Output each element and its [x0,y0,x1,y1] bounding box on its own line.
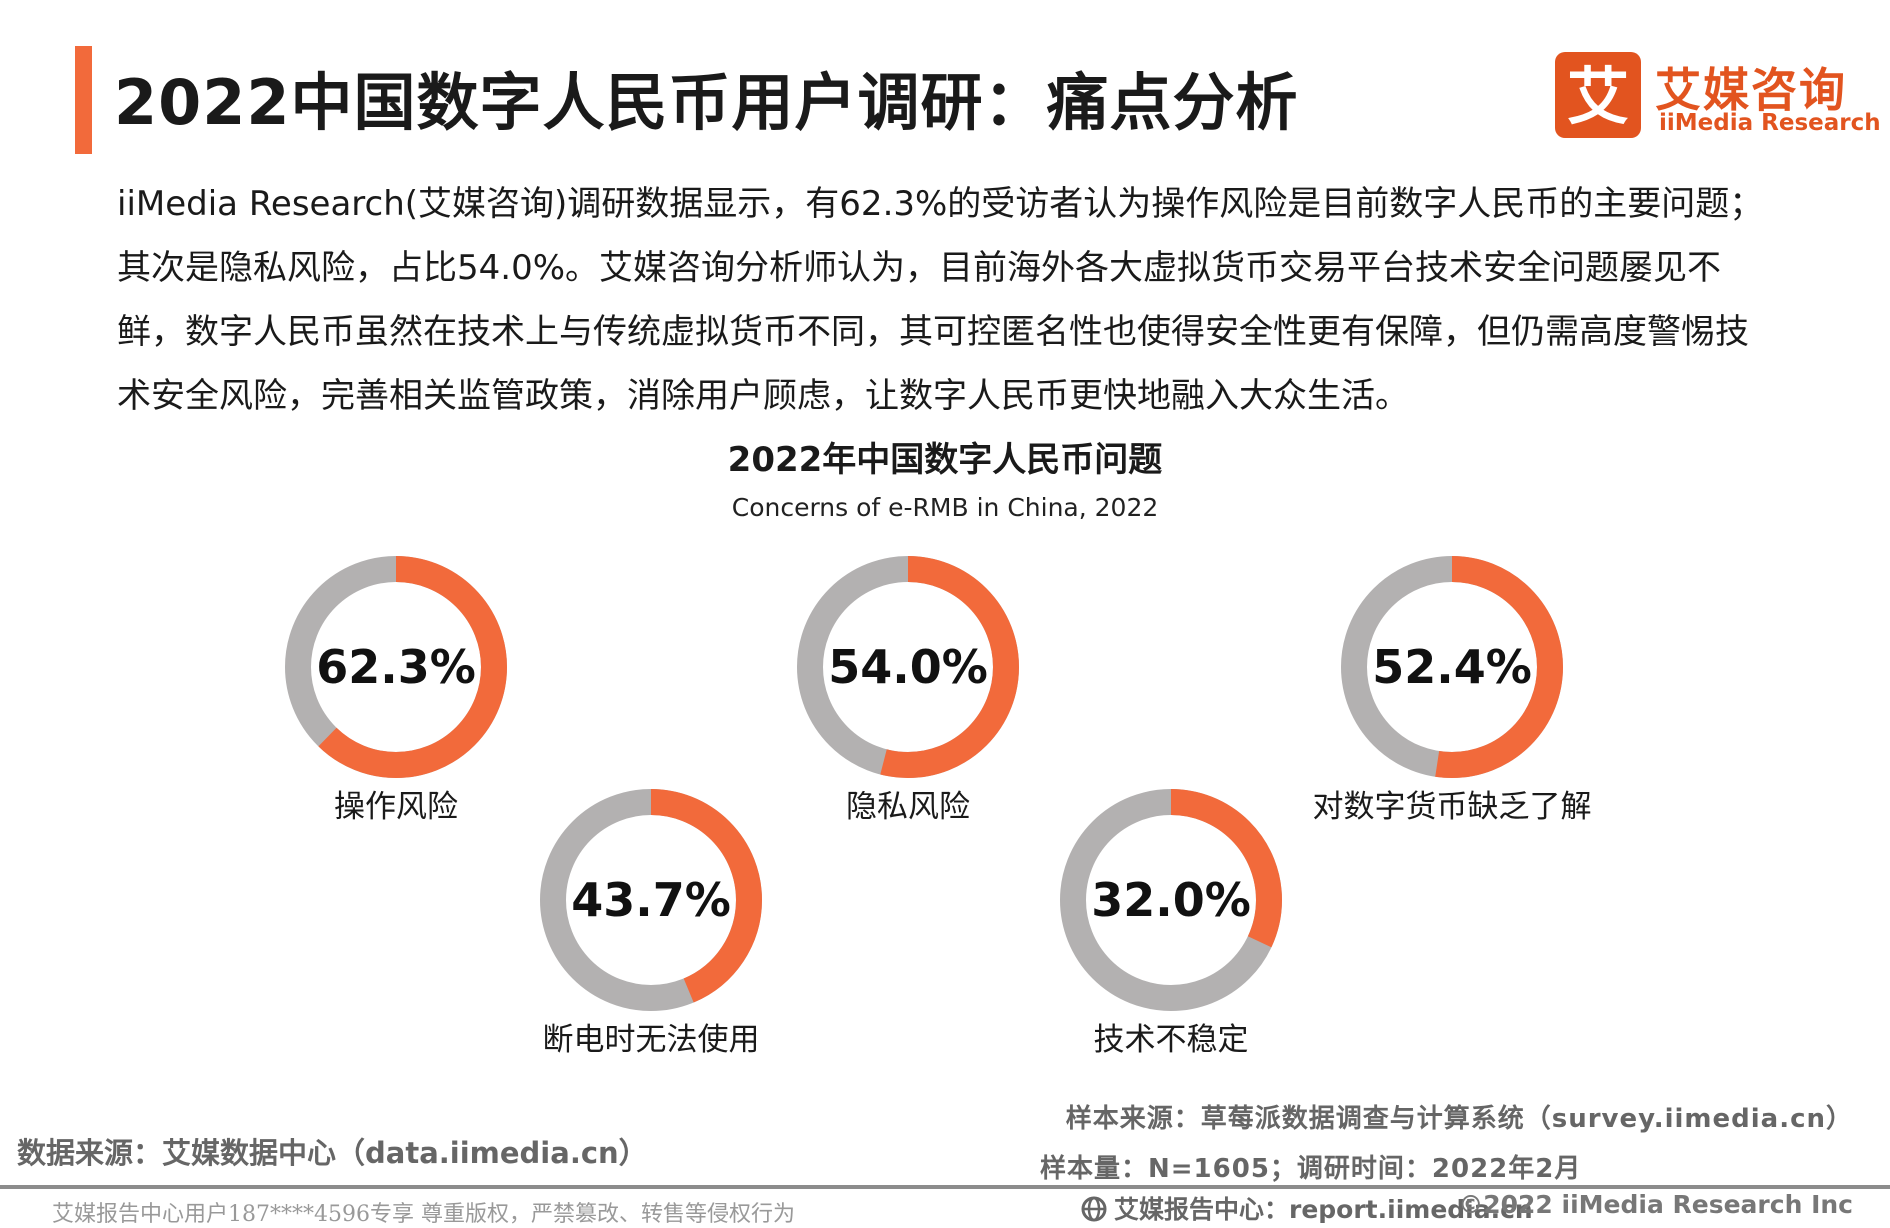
title-accent-bar [75,46,92,154]
donut-category-label: 断电时无法使用 [543,1022,760,1058]
footer-divider [0,1185,1890,1189]
logo-name-cn: 艾媒咨询 [1655,63,1847,117]
footer-report-center: 艾媒报告中心：report.iimedia.cn [1080,1190,1533,1226]
donut-5: 32.0% 技术不稳定 [1060,789,1282,1058]
donut-2: 54.0% 隐私风险 [797,556,1019,825]
footer-report-center-text: 艾媒报告中心：report.iimedia.cn [1114,1195,1533,1224]
donut-value-label: 54.0% [828,640,988,694]
logo-mark-icon: 艾 [1555,52,1641,138]
footer-copyright-notice: 艾媒报告中心用户187****4596专享 尊重版权，严禁篡改、转售等侵权行为 [52,1202,795,1227]
donut-category-label: 操作风险 [334,789,458,825]
sample-source: 样本来源：草莓派数据调查与计算系统（survey.iimedia.cn） [1065,1104,1853,1134]
donut-1: 62.3% 操作风险 [285,556,507,825]
donut-category-label: 技术不稳定 [1094,1022,1249,1058]
logo-glyph: 艾 [1567,60,1629,133]
donut-value-arc [797,556,1019,778]
donut-value-arc [540,789,762,1011]
donut-value-arc [1060,789,1282,1011]
page-title: 2022中国数字人民币用户调研：痛点分析 [114,66,1299,139]
donut-value-arc [1341,556,1563,778]
donut-value-label: 32.0% [1091,873,1251,927]
donut-value-label: 43.7% [571,873,731,927]
summary-paragraph: iiMedia Research(艾媒咨询)调研数据显示，有62.3%的受访者认… [117,184,1764,416]
iimedia-logo: 艾 艾媒咨询 iiMedia Research [1555,52,1881,142]
chart-subtitle: Concerns of e-RMB in China, 2022 [731,493,1159,522]
chart-title: 2022年中国数字人民币问题 [727,440,1163,480]
donut-category-label: 隐私风险 [846,789,970,825]
donut-value-arc [285,556,507,778]
donut-value-label: 62.3% [316,640,476,694]
sample-size: 样本量：N=1605；调研时间：2022年2月 [1040,1154,1582,1184]
donut-value-label: 52.4% [1372,640,1532,694]
donut-4: 43.7% 断电时无法使用 [540,789,762,1058]
data-source: 数据来源：艾媒数据中心（data.iimedia.cn） [17,1136,648,1170]
donut-category-label: 对数字货币缺乏了解 [1313,789,1592,825]
logo-name-en: iiMedia Research [1659,110,1881,136]
footer-copyright: ©2022 iiMedia Research Inc [1458,1190,1853,1219]
globe-icon [1081,1196,1107,1222]
donut-3: 52.4% 对数字货币缺乏了解 [1313,556,1592,825]
